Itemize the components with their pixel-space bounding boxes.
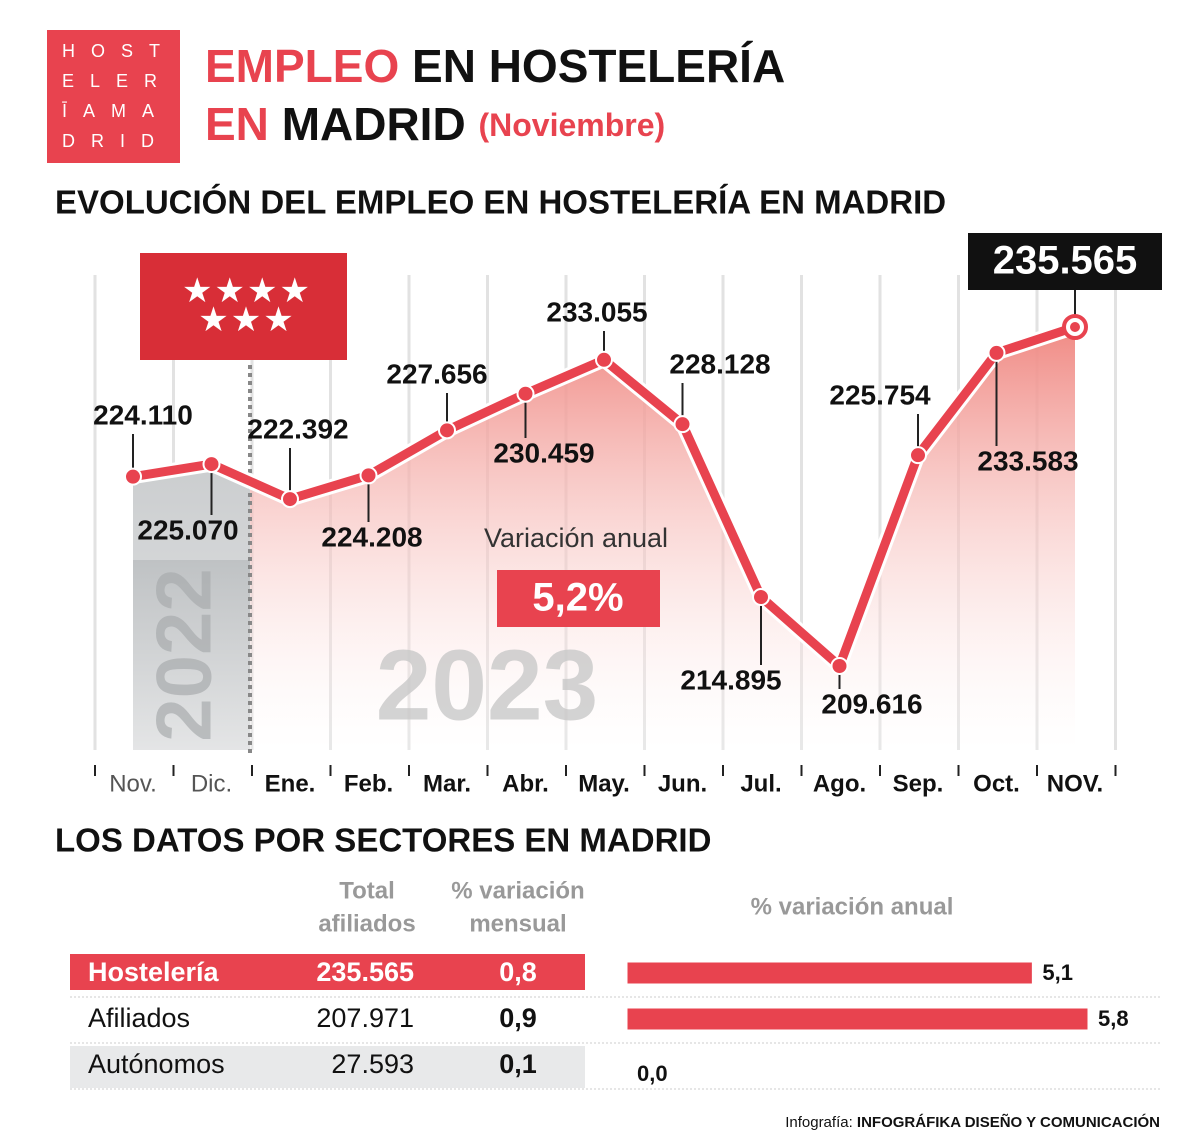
x-tick-label: Feb. [344, 770, 393, 797]
value-label: 209.616 [821, 688, 922, 719]
cell: 0,8 [499, 957, 537, 987]
year-label: 2022 [140, 568, 228, 742]
point [830, 657, 849, 675]
row-bg [70, 954, 585, 990]
line-chart: 2022 2023 ★★★★★★★ 224.110 Nov. 225.070 Dic. 222… [93, 233, 1162, 797]
x-tick-label: Jul. [740, 770, 781, 797]
point [987, 343, 1006, 362]
point [359, 466, 378, 485]
column-header: mensual [469, 910, 566, 937]
value-label: 227.656 [386, 358, 487, 389]
point [202, 455, 221, 474]
value-label: 225.754 [829, 379, 931, 410]
column-header: % variación anual [751, 893, 954, 920]
point [673, 415, 692, 434]
x-tick-label: Jun. [658, 770, 707, 797]
column-header: afiliados [318, 910, 415, 937]
row-label: Hostelería [88, 957, 220, 987]
row-label: Autónomos [88, 1049, 225, 1079]
value-label: 222.392 [247, 413, 348, 444]
value-label: 224.110 [93, 399, 193, 430]
point [516, 384, 535, 403]
point [752, 588, 770, 607]
x-tick-label: Mar. [423, 770, 471, 797]
value-label: 0,0 [637, 1061, 668, 1086]
value-label: 214.895 [680, 664, 781, 695]
point-core [1070, 322, 1080, 332]
flag-stars: ★★★ [198, 301, 295, 339]
cell: 0,9 [499, 1003, 537, 1033]
x-tick-label: Sep. [893, 770, 944, 797]
value-label: 5,1 [1042, 960, 1073, 985]
annotation-box [497, 570, 660, 627]
title: EMPLEO EN HOSTELERÍA [205, 40, 785, 92]
flag [140, 253, 347, 360]
cell: 0,1 [499, 1049, 537, 1079]
title-part: EN [205, 98, 269, 150]
highlight-label: 235.565 [993, 239, 1138, 283]
logo-box [47, 30, 180, 163]
sector-table: Total afiliados % variación mensual % variac… [70, 877, 1160, 1090]
flag-stars: ★★★★ [182, 272, 312, 310]
point [438, 421, 456, 440]
value-label: 224.208 [321, 521, 422, 552]
area-2022-base [133, 560, 250, 750]
row-label: Afiliados [88, 1003, 190, 1033]
x-tick-label: Nov. [109, 770, 157, 797]
logo-text: ELER [62, 71, 173, 91]
title-part: EN HOSTELERÍA [412, 40, 785, 92]
row-bg [70, 1046, 585, 1088]
title-part: MADRID [282, 98, 466, 150]
value-label: 228.128 [669, 348, 770, 379]
point [595, 350, 613, 369]
title-part: EMPLEO [205, 40, 399, 92]
annotation-value: 5,2% [532, 576, 623, 620]
footer-label: Infografía: [785, 1114, 853, 1131]
x-tick-label: Ago. [813, 770, 866, 797]
value-label: 5,8 [1098, 1006, 1129, 1031]
x-tick-label: NOV. [1047, 770, 1103, 797]
point [124, 467, 142, 486]
x-tick-label: Oct. [973, 770, 1020, 797]
point [281, 490, 299, 509]
section-title: EVOLUCIÓN DEL EMPLEO EN HOSTELERÍA EN MA… [55, 184, 946, 221]
x-tick-label: Dic. [191, 770, 232, 797]
logo-text: HOST [62, 41, 176, 61]
title-part: (Noviembre) [478, 107, 665, 143]
point [909, 446, 927, 465]
x-tick-label: Ene. [265, 770, 316, 797]
cell: 207.971 [316, 1003, 414, 1033]
value-label: 225.070 [137, 514, 238, 545]
year-label: 2023 [376, 629, 598, 741]
column-header: % variación [451, 877, 584, 904]
logo-text: ĪAMA [62, 101, 170, 121]
bar [626, 1007, 1089, 1031]
bar [626, 961, 1033, 985]
section-title: LOS DATOS POR SECTORES EN MADRID [55, 822, 711, 859]
cell: 27.593 [331, 1049, 414, 1079]
footer: Infografía: INFOGRÁFIKA DISEÑO Y COMUNIC… [785, 1113, 1160, 1131]
x-tick-label: May. [578, 770, 630, 797]
cell: 235.565 [316, 957, 414, 987]
annotation-label: Variación anual [484, 523, 668, 553]
logo-text: DRID [62, 131, 170, 151]
value-label: 230.459 [493, 437, 594, 468]
value-label: 233.583 [977, 445, 1078, 476]
x-tick-label: Abr. [502, 770, 549, 797]
title: EN MADRID (Noviembre) [205, 98, 665, 150]
column-header: Total [339, 877, 395, 904]
footer-credit: INFOGRÁFIKA DISEÑO Y COMUNICACIÓN [857, 1113, 1160, 1131]
value-label: 233.055 [546, 296, 647, 327]
highlight-box [968, 233, 1162, 290]
